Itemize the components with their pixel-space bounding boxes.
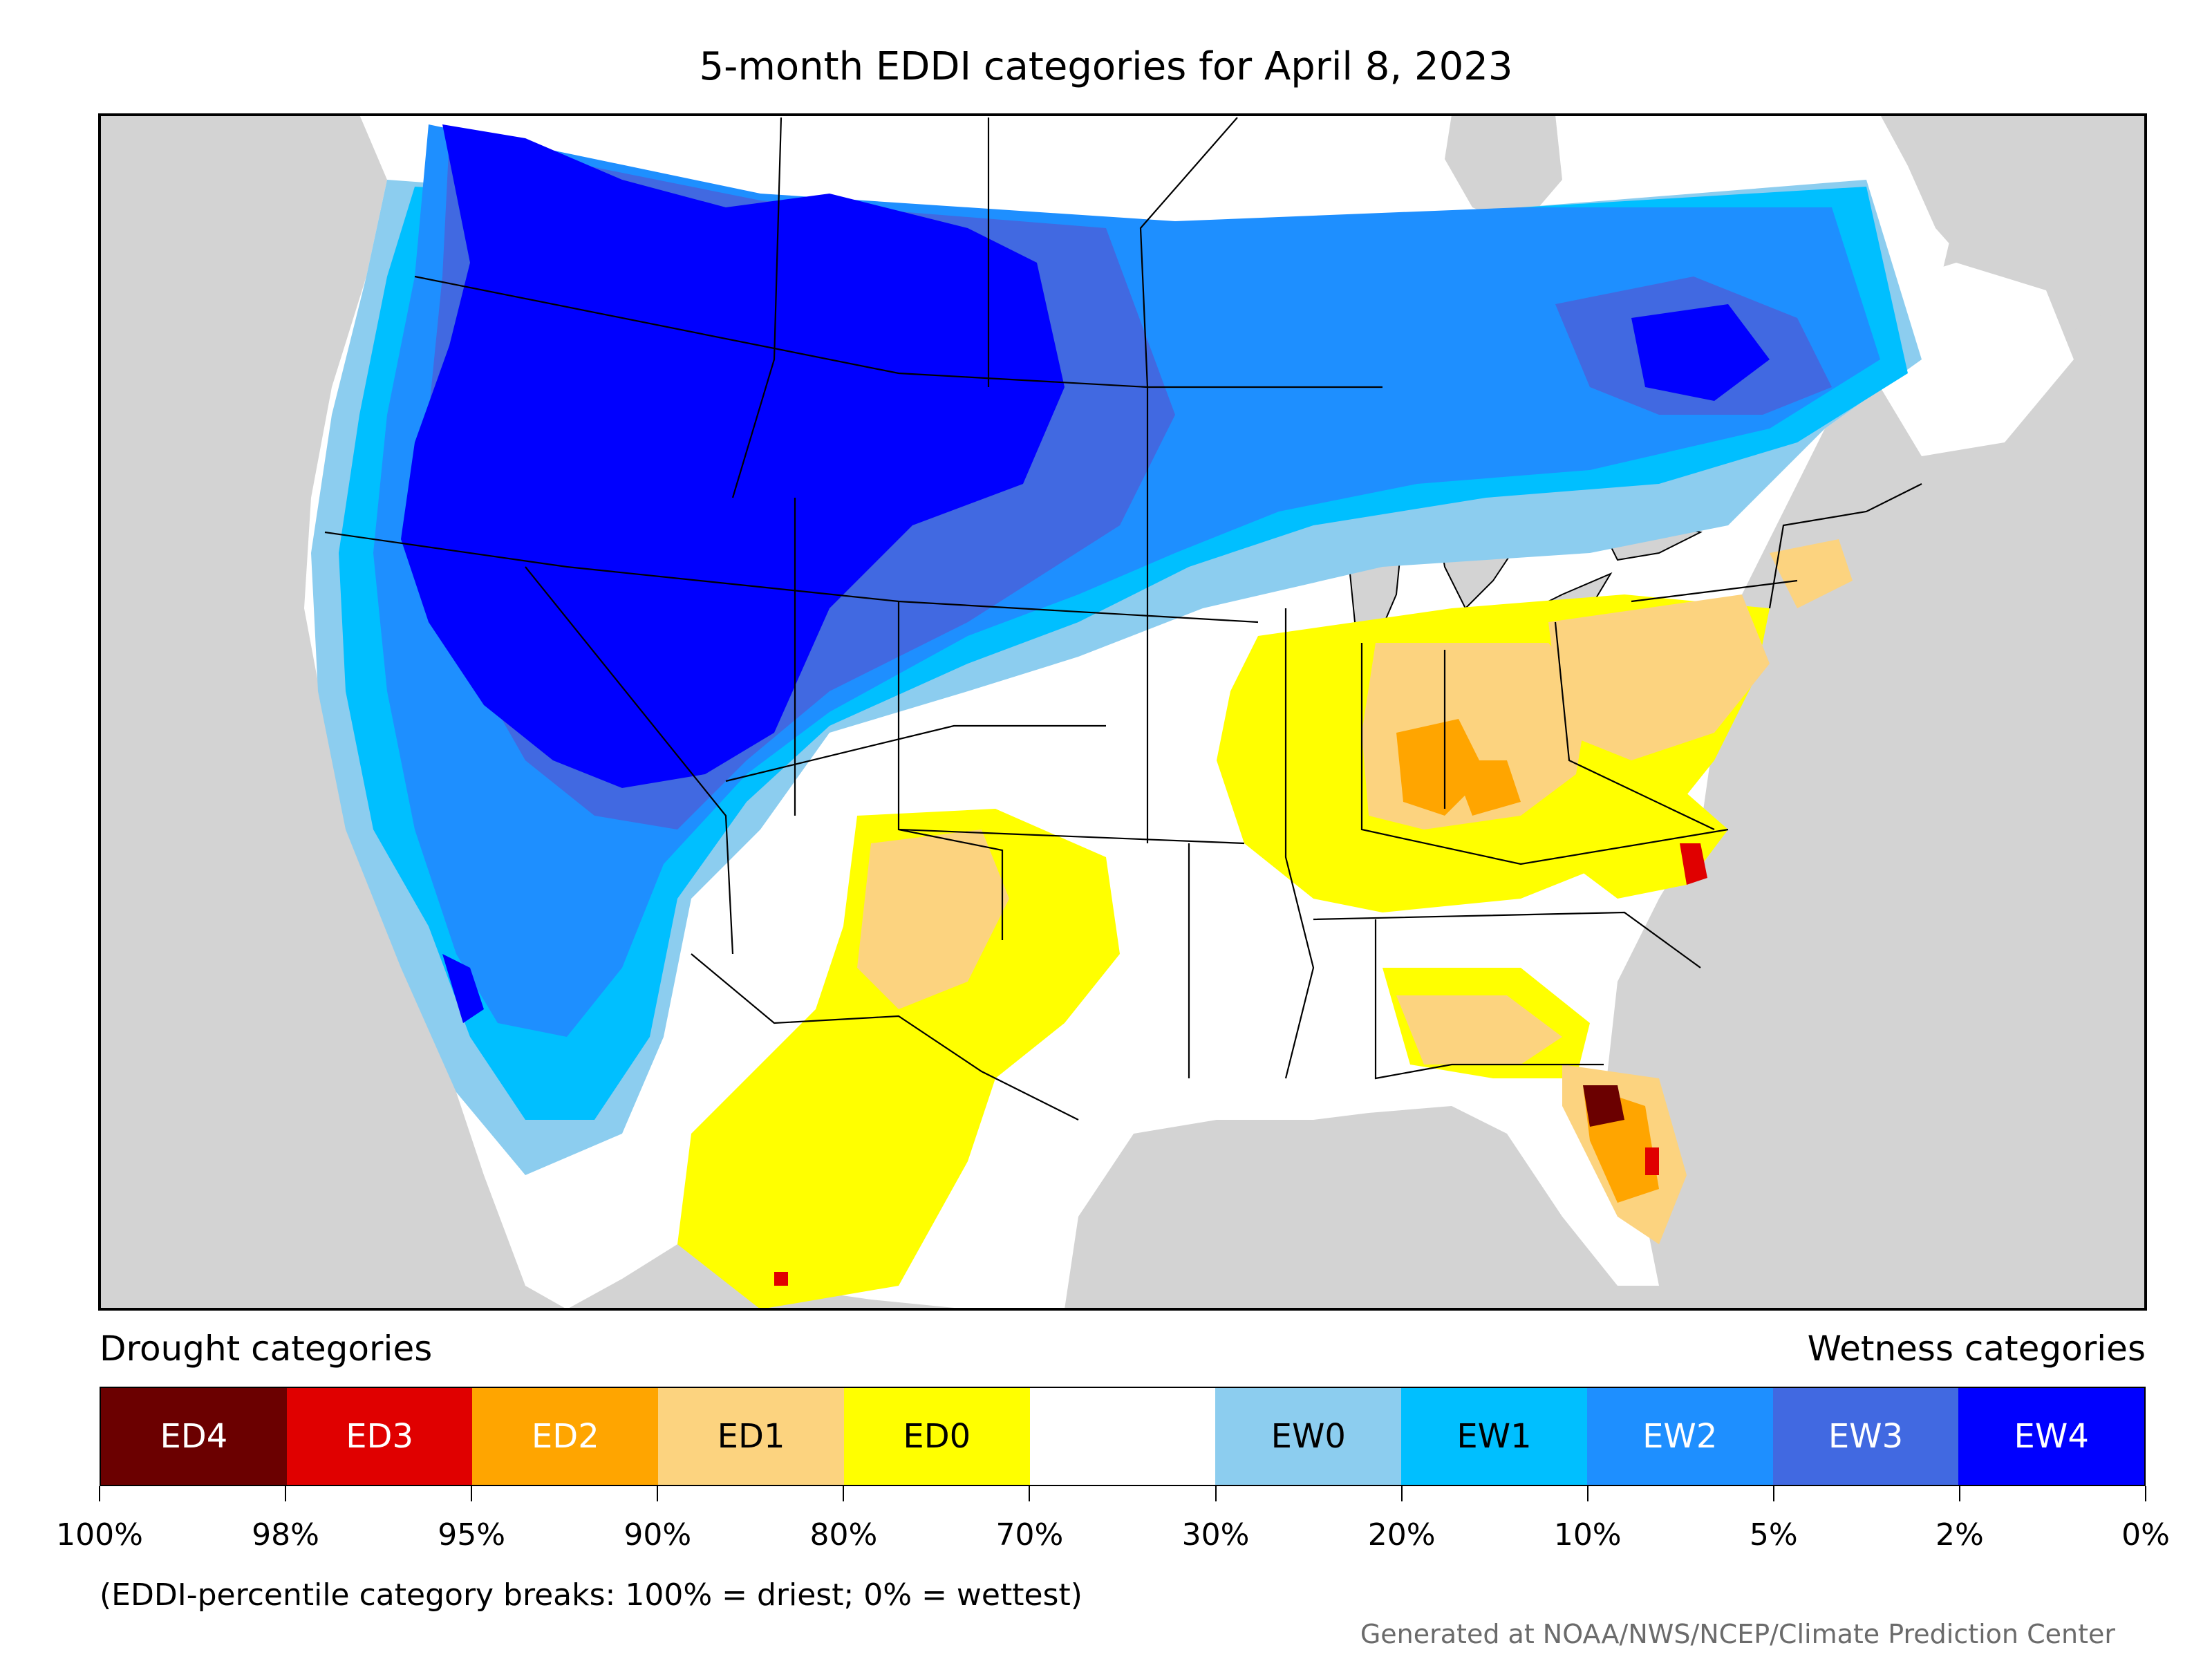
colorbar-tick-label: 20% <box>1367 1517 1436 1553</box>
colorbar-cell-ew2: EW2 <box>1586 1388 1773 1485</box>
colorbar-tick <box>99 1486 100 1501</box>
colorbar-tick-label: 80% <box>809 1517 878 1553</box>
colorbar-tick-label: 90% <box>624 1517 692 1553</box>
colorbar-tick <box>1772 1486 1774 1501</box>
ed2-region <box>1396 719 1659 1203</box>
colorbar-tick-label: 98% <box>252 1517 319 1553</box>
colorbar-cell-ed1: ED1 <box>658 1388 844 1485</box>
ew4-region <box>401 124 1770 788</box>
colorbar-cell-ew3: EW3 <box>1772 1388 1959 1485</box>
colorbar-tick <box>1586 1486 1588 1501</box>
credit-line: Generated at NOAA/NWS/NCEP/Climate Predi… <box>1360 1619 2115 1649</box>
colorbar-tick <box>657 1486 659 1501</box>
colorbar-tick-label: 95% <box>438 1517 506 1553</box>
colorbar-tick <box>1400 1486 1403 1501</box>
colorbar-tick-label: 2% <box>1936 1517 1984 1553</box>
colorbar-tick-label: 5% <box>1749 1517 1798 1553</box>
colorbar-tick <box>2145 1486 2146 1501</box>
category-colorbar: ED4 ED3 ED2 ED1 ED0 EW0 EW1 EW2 EW3 EW4 <box>100 1387 2146 1486</box>
colorbar-tick-label: 10% <box>1553 1517 1622 1553</box>
map-title: 5-month EDDI categories for April 8, 202… <box>699 44 1513 89</box>
colorbar-tick-label: 30% <box>1181 1517 1250 1553</box>
colorbar-cell-ed3: ED3 <box>286 1388 473 1485</box>
colorbar-tick-label: 0% <box>2121 1517 2170 1553</box>
political-boundaries <box>324 117 1922 1121</box>
colorbar-cell-ed2: ED2 <box>472 1388 659 1485</box>
map-frame <box>98 113 2147 1311</box>
ed1-region <box>857 539 1853 1244</box>
colorbar-cell-neutral <box>1029 1388 1216 1485</box>
ed4-region <box>1583 1085 1624 1127</box>
colorbar-tick <box>471 1486 473 1501</box>
colorbar-tick-label: 70% <box>995 1517 1064 1553</box>
category-breaks-note: (EDDI-percentile category breaks: 100% =… <box>100 1577 1082 1613</box>
colorbar-tick <box>1958 1486 1960 1501</box>
drought-categories-heading: Drought categories <box>100 1329 433 1369</box>
colorbar-tick <box>285 1486 287 1501</box>
wetness-categories-heading: Wetness categories <box>1807 1329 2146 1369</box>
colorbar-tick <box>1215 1486 1217 1501</box>
colorbar-cell-ed4: ED4 <box>101 1388 287 1485</box>
colorbar-tick <box>1029 1486 1031 1501</box>
colorbar-cell-ew4: EW4 <box>1958 1388 2145 1485</box>
colorbar-cell-ed0: ED0 <box>843 1388 1030 1485</box>
colorbar-ticks <box>99 1486 2146 1507</box>
colorbar-tick-label: 100% <box>56 1517 143 1553</box>
colorbar-cell-ew0: EW0 <box>1215 1388 1402 1485</box>
colorbar-tick <box>843 1486 845 1501</box>
eddi-map <box>98 113 2147 1311</box>
colorbar-cell-ew1: EW1 <box>1401 1388 1587 1485</box>
